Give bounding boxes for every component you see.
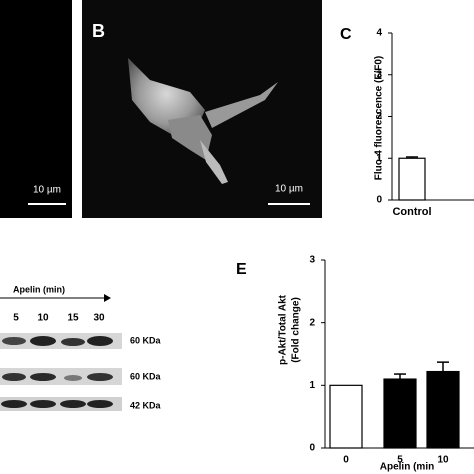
image-a [0, 0, 72, 218]
panel-label: C [340, 26, 352, 43]
y-tick-label: 0 [309, 443, 315, 454]
lane-label: 15 [67, 313, 79, 324]
lane-label: 5 [13, 313, 19, 324]
y-axis-label: p-Akt/Total Akt [278, 294, 289, 365]
x-tick-label: Control [392, 206, 431, 218]
y-tick-label: 4 [376, 28, 382, 39]
panel-label: E [236, 261, 247, 278]
bar [398, 157, 426, 201]
x-tick-label: 10 [437, 455, 449, 466]
y-axis-label: Fluo-4 fluorescence (F/F0) [374, 56, 385, 180]
y-tick-label: 3 [309, 255, 315, 266]
y-tick-label: 3 [376, 69, 382, 80]
bar [383, 378, 417, 449]
lane-label: 30 [93, 313, 105, 324]
bar [329, 384, 363, 449]
scale-label: 10 µm [33, 185, 61, 196]
lane-label: 10 [37, 313, 49, 324]
blot [0, 333, 122, 411]
bar [426, 370, 460, 449]
y-tick-label: 2 [376, 111, 382, 122]
x-tick-label: 0 [343, 455, 349, 466]
x-axis-label: Apelin (min [380, 462, 434, 473]
x-tick-label: 5 [397, 455, 403, 466]
panel-label: B [92, 21, 105, 41]
y-tick-label: 1 [376, 153, 382, 164]
y-tick-label: 2 [309, 317, 315, 328]
cell [128, 58, 278, 184]
band-label: 60 KDa [130, 371, 162, 381]
band-label: 42 KDa [130, 400, 162, 410]
blot-title: Apelin (min) [13, 284, 65, 294]
y-tick-label: 1 [309, 380, 315, 391]
y-tick-label: 0 [376, 195, 382, 206]
y-axis-label: (Fold change) [291, 297, 302, 363]
band-label: 60 KDa [130, 335, 162, 345]
arrow-head [104, 294, 111, 302]
scale-label: 10 µm [275, 184, 303, 195]
